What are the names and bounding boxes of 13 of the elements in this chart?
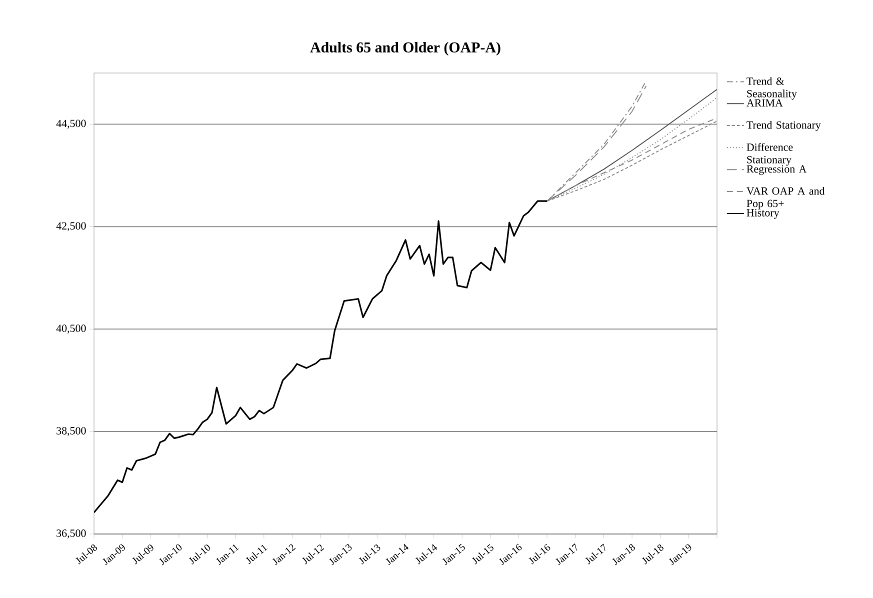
y-tick-label: 44,500 xyxy=(56,120,86,129)
legend-label: Trend & Seasonality xyxy=(746,77,797,100)
legend-label: Difference Stationary xyxy=(746,143,793,166)
y-tick-label: 42,500 xyxy=(56,222,86,232)
legend-label: Regression A xyxy=(746,165,807,175)
legend-label: VAR OAP A and Pop 65+ xyxy=(746,187,825,210)
legend-label: History xyxy=(746,209,780,219)
chart-title: Adults 65 and Older (OAP-A) xyxy=(310,42,500,56)
legend-label: ARIMA xyxy=(746,99,783,107)
y-tick-label: 40,500 xyxy=(56,324,86,334)
legend-label: Trend Stationary xyxy=(746,121,821,131)
y-tick-label: 36,500 xyxy=(56,530,86,538)
y-tick-label: 38,500 xyxy=(56,427,86,436)
